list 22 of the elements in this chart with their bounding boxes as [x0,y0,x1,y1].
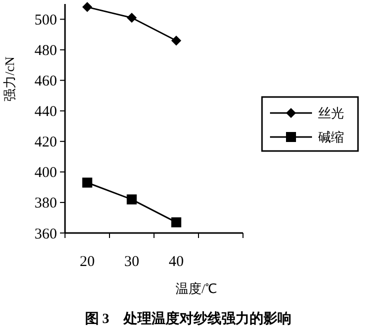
y-tick-label: 420 [34,134,57,151]
x-tick-label: 40 [168,254,184,270]
point [126,12,137,23]
point [82,2,92,12]
y-tick-label: 500 [34,12,57,29]
legend-label: 丝光 [318,106,344,121]
point [82,178,92,188]
x-axis-title: 温度/℃ [175,281,218,296]
x-tick-label: 30 [124,254,140,270]
y-tick-label: 440 [34,104,57,120]
point [171,36,182,46]
y-tick-label: 480 [34,43,57,60]
legend-label: 碱缩 [318,130,344,145]
y-tick-label: 460 [34,74,57,90]
y-axis-title: 强力/cN [2,56,17,102]
y-tick-label: 400 [34,165,57,182]
point [171,217,182,228]
y-tick-label: 360 [34,226,57,242]
x-tick-label: 20 [80,254,95,270]
point [126,194,137,204]
text: 图 3 处理温度对纱线强力的影响 [84,310,292,327]
y-tick-label: 380 [34,196,57,212]
